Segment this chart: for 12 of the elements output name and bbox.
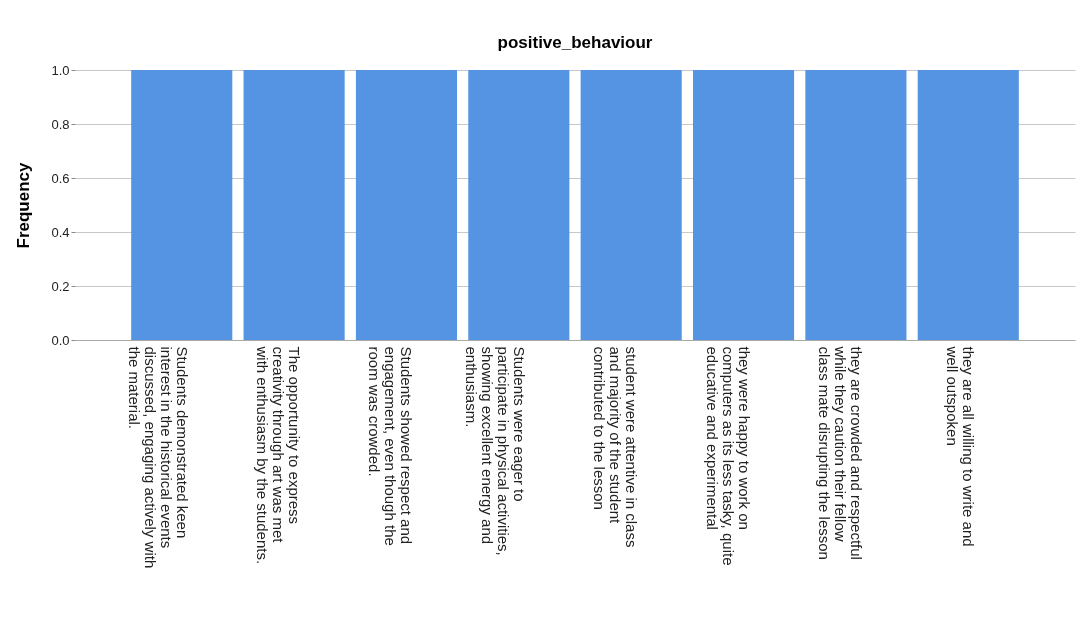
x-tick-label: Students were eager to participate in physical activities, showing excellent energy and enthusiasm.	[462, 346, 528, 556]
y-tick-label: 0.8	[51, 116, 70, 132]
y-tick-label: 0.6	[51, 170, 70, 186]
y-tick-label: 1.0	[51, 62, 70, 78]
y-axis-title: Frequency	[14, 161, 34, 249]
chart-title: positive_behaviour	[497, 33, 653, 52]
x-tick-label: Students showed respect and engagement, even though the room was crowded.	[366, 346, 416, 546]
x-tick-label: Students demonstrated keen interest in the historical events discussed, engaging actively with the material.	[125, 346, 191, 569]
y-tick-label: 0.2	[51, 278, 70, 294]
y-tick-label: 0.0	[51, 332, 70, 348]
x-tick-label: The opportunity to express creativity through art was met with enthusiasm by the students.	[254, 345, 304, 565]
y-tick-label: 0.4	[51, 224, 70, 240]
